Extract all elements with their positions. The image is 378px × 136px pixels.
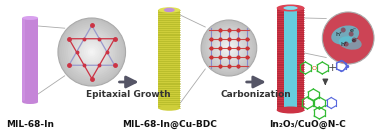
Ellipse shape [164, 8, 175, 12]
Circle shape [223, 42, 235, 54]
Circle shape [213, 32, 245, 64]
Text: e⁻: e⁻ [350, 28, 357, 33]
Circle shape [221, 40, 237, 56]
Circle shape [78, 38, 106, 66]
Bar [22, 18, 25, 102]
Text: In₂O₃/CuO@N-C: In₂O₃/CuO@N-C [269, 120, 345, 129]
Circle shape [58, 18, 125, 86]
Circle shape [341, 27, 346, 33]
Circle shape [322, 12, 374, 64]
Circle shape [72, 32, 112, 72]
Circle shape [60, 20, 124, 84]
Circle shape [66, 26, 118, 78]
Bar [158, 10, 180, 108]
Circle shape [68, 28, 116, 76]
Circle shape [352, 38, 356, 42]
Text: h⁺: h⁺ [336, 32, 343, 37]
Bar [284, 8, 297, 110]
Circle shape [201, 20, 257, 76]
Circle shape [90, 50, 94, 54]
Circle shape [207, 26, 251, 70]
Circle shape [209, 28, 249, 68]
Ellipse shape [158, 105, 180, 111]
Ellipse shape [158, 7, 180, 13]
Bar [277, 8, 304, 110]
Ellipse shape [331, 25, 359, 44]
Circle shape [62, 22, 122, 82]
Circle shape [84, 44, 100, 60]
Circle shape [219, 38, 239, 58]
Text: Carbonization: Carbonization [220, 90, 291, 99]
Circle shape [217, 36, 241, 60]
Circle shape [344, 41, 349, 47]
Bar [22, 18, 38, 102]
Ellipse shape [22, 16, 38, 20]
Circle shape [74, 34, 110, 70]
Circle shape [205, 24, 253, 72]
Circle shape [86, 46, 98, 58]
Ellipse shape [284, 6, 297, 10]
Text: Epitaxial Growth: Epitaxial Growth [86, 90, 171, 99]
Circle shape [211, 30, 247, 66]
Circle shape [227, 46, 231, 50]
Text: e⁻: e⁻ [352, 38, 359, 43]
Text: h⁺: h⁺ [341, 42, 348, 47]
Text: MIL-68-In@Cu-BDC: MIL-68-In@Cu-BDC [122, 120, 217, 129]
Ellipse shape [284, 6, 297, 10]
Circle shape [70, 30, 114, 74]
Circle shape [80, 40, 104, 64]
Text: MIL-68-In: MIL-68-In [6, 120, 54, 129]
Circle shape [215, 34, 243, 62]
Circle shape [76, 36, 108, 68]
Text: +: + [328, 63, 337, 73]
Ellipse shape [277, 106, 304, 114]
Ellipse shape [277, 4, 304, 12]
Circle shape [349, 32, 354, 36]
Circle shape [82, 42, 102, 62]
Text: O: O [311, 66, 316, 70]
Ellipse shape [339, 36, 362, 50]
Circle shape [203, 22, 255, 74]
Circle shape [64, 24, 119, 80]
Circle shape [88, 48, 96, 56]
Ellipse shape [22, 100, 38, 104]
Circle shape [225, 44, 233, 52]
